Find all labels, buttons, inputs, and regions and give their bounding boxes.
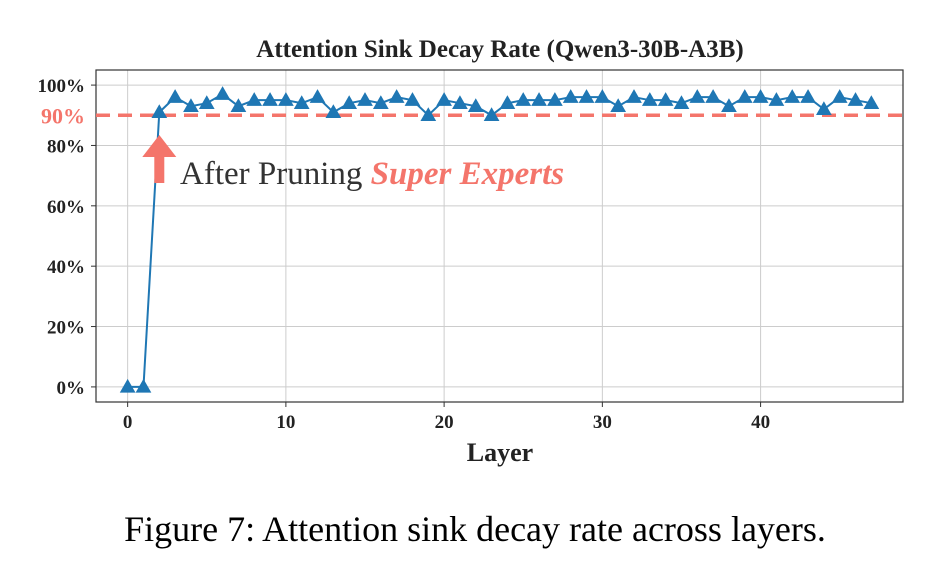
y-tick-label: 20% [47, 318, 85, 339]
data-point-marker [452, 95, 468, 109]
data-point-marker [183, 98, 199, 112]
data-point-marker [531, 92, 547, 106]
data-point-marker [816, 101, 832, 115]
data-point-marker [721, 98, 737, 112]
data-point-marker [594, 89, 611, 103]
chart-title: Attention Sink Decay Rate (Qwen3-30B-A3B… [256, 36, 743, 63]
data-point-marker [705, 89, 721, 103]
data-point-marker [483, 107, 500, 122]
data-point-marker [547, 92, 563, 106]
data-point-marker [341, 95, 358, 109]
annotation-text-plain: After Pruning [180, 156, 371, 192]
y-tick-label: 80% [47, 136, 85, 157]
annotation-group: After Pruning Super Experts [142, 135, 564, 192]
x-tick-label: 30 [593, 412, 612, 433]
figure-caption: Figure 7: Attention sink decay rate acro… [124, 509, 826, 549]
annotation-arrow-head [142, 135, 177, 157]
grid [96, 70, 903, 402]
data-point-marker [420, 107, 437, 122]
x-axis-label: Layer [467, 438, 533, 467]
y-tick-label: 0% [57, 378, 86, 399]
data-point-marker [214, 86, 231, 100]
chart-figure: Attention Sink Decay Rate (Qwen3-30B-A3B… [38, 36, 904, 467]
annotation-text-emphasis: Super Experts [371, 156, 564, 192]
data-point-marker [230, 98, 247, 112]
data-point-marker [246, 92, 263, 106]
y-tick-label: 100% [38, 76, 86, 97]
annotation-arrow-shaft [154, 155, 165, 183]
data-point-marker [404, 92, 421, 106]
data-point-marker [657, 92, 674, 106]
data-point-marker [800, 89, 816, 103]
data-point-marker [262, 92, 278, 106]
data-point-marker [198, 95, 215, 109]
data-point-marker [135, 378, 152, 393]
data-point-marker [752, 89, 769, 103]
data-point-marker [673, 95, 690, 109]
series-line [127, 92, 872, 388]
data-point-marker [325, 104, 342, 119]
annotation-text: After Pruning Super Experts [180, 156, 564, 192]
data-point-marker [689, 89, 706, 103]
x-tick-label: 10 [276, 412, 295, 433]
data-point-marker [578, 89, 595, 103]
x-tick-label: 40 [751, 412, 770, 433]
data-point-marker [863, 95, 880, 109]
data-point-marker [499, 95, 516, 109]
data-point-marker [119, 378, 136, 393]
x-tick-label: 20 [435, 412, 454, 433]
data-point-marker [736, 89, 753, 103]
reference-line-group: 90% [41, 103, 903, 128]
data-point-marker [626, 89, 642, 103]
data-point-marker [847, 92, 864, 106]
y-tick-label: 60% [47, 197, 85, 218]
data-point-marker [562, 89, 579, 103]
data-point-marker [357, 92, 373, 106]
data-point-marker [610, 98, 627, 112]
series-group [119, 86, 880, 393]
data-point-marker [436, 92, 452, 106]
tick-labels: 0 10 20 30 40 0% 20% 40% 60% 80% 100% [38, 76, 771, 433]
data-point-marker [784, 89, 801, 103]
data-point-marker [831, 89, 848, 103]
reference-line-label: 90% [41, 103, 85, 128]
data-point-marker [167, 89, 183, 103]
axes [91, 69, 904, 407]
data-point-marker [278, 92, 294, 106]
data-point-marker [309, 89, 326, 103]
data-point-marker [467, 98, 484, 112]
data-point-marker [768, 92, 785, 106]
data-point-marker [293, 95, 310, 109]
data-point-marker [388, 89, 405, 103]
y-tick-label: 40% [47, 257, 85, 278]
data-point-marker [515, 92, 532, 106]
x-tick-label: 0 [123, 412, 133, 433]
data-point-marker [151, 104, 168, 119]
data-point-marker [641, 92, 658, 106]
data-point-marker [372, 95, 389, 109]
plot-frame [95, 69, 904, 403]
